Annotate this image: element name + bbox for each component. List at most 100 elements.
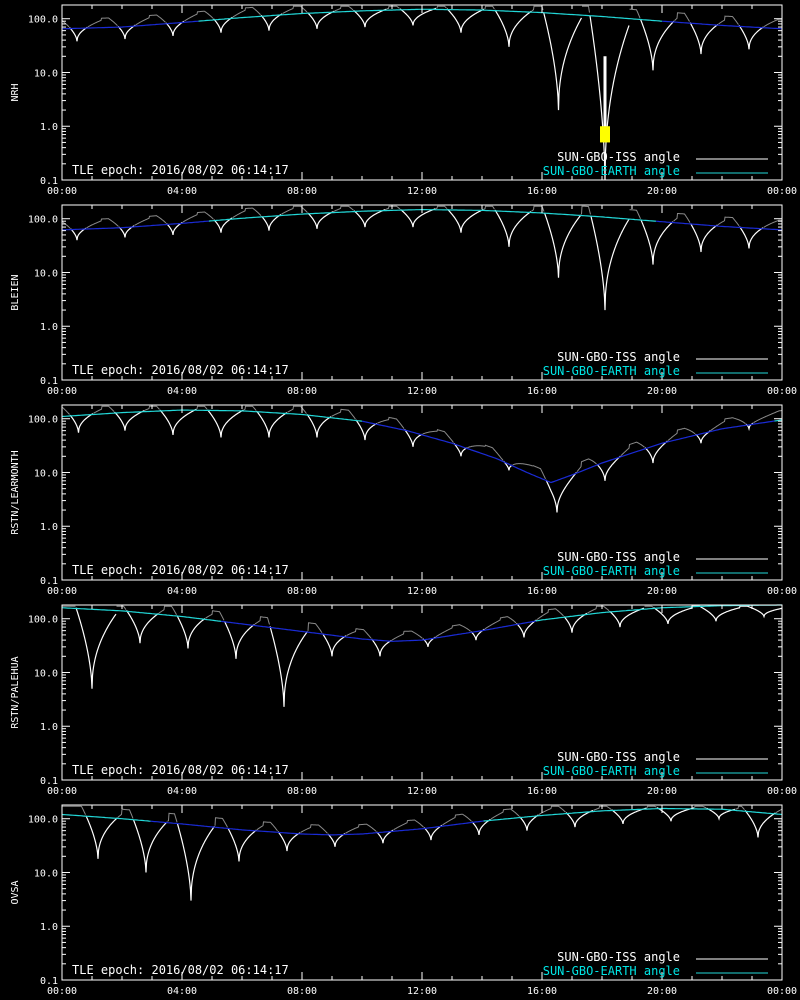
- x-tick-label: 00:00: [47, 386, 77, 397]
- earth-angle-line-low: [150, 820, 484, 836]
- y-tick-label: 100.0: [28, 415, 58, 426]
- x-tick-label: 04:00: [167, 186, 197, 197]
- panel-4: 0.1 1.0 10.0 100.0 00:00 04:00 08:00 12:00 16:00…: [10, 804, 797, 997]
- x-tick-label: 20:00: [647, 986, 677, 997]
- y-tick-label: 0.1: [40, 376, 58, 387]
- legend-iss-label: SUN-GBO-ISS angle: [557, 150, 680, 164]
- x-tick-label: 16:00: [527, 386, 557, 397]
- iss-angle-line-faded: [61, 205, 782, 229]
- iss-angle-line: [70, 208, 764, 311]
- earth-angle-line-high: [208, 209, 657, 222]
- legend-earth-label: SUN-GBO-EARTH angle: [543, 764, 680, 778]
- y-tick-label: 10.0: [34, 668, 58, 679]
- tle-epoch-label: TLE epoch: 2016/08/02 06:14:17: [72, 763, 289, 777]
- legend-earth-label: SUN-GBO-EARTH angle: [543, 564, 680, 578]
- tle-epoch-label: TLE epoch: 2016/08/02 06:14:17: [72, 963, 289, 977]
- y-tick-label: 100.0: [28, 615, 58, 626]
- earth-angle-line-low: [361, 420, 775, 484]
- legend-iss-label: SUN-GBO-ISS angle: [557, 350, 680, 364]
- legend-iss-label: SUN-GBO-ISS angle: [557, 550, 680, 564]
- y-tick-label: 100.0: [28, 15, 58, 26]
- panel-1: 0.1 1.0 10.0 100.0 00:00 04:00 08:00 12:00 16:00…: [10, 204, 797, 397]
- y-tick-label: 1.0: [40, 522, 58, 533]
- y-tick-label: 0.1: [40, 776, 58, 787]
- legend-iss-label: SUN-GBO-ISS angle: [557, 750, 680, 764]
- eclipse-marker: [600, 126, 610, 143]
- iss-angle-line-faded: [62, 605, 654, 641]
- x-tick-label: 20:00: [647, 386, 677, 397]
- x-tick-label: 12:00: [407, 586, 437, 597]
- panel-2: 0.1 1.0 10.0 100.0 00:00 04:00 08:00 12:00 16:00…: [10, 404, 797, 597]
- iss-angle-line-faded: [61, 405, 782, 480]
- x-tick-label: 00:00: [47, 186, 77, 197]
- x-tick-label: 08:00: [287, 186, 317, 197]
- x-tick-label: 08:00: [287, 386, 317, 397]
- x-tick-label: 04:00: [167, 586, 197, 597]
- x-tick-label: 12:00: [407, 386, 437, 397]
- panel-3: 0.1 1.0 10.0 100.0 00:00 04:00 08:00 12:00 16:00…: [10, 604, 797, 797]
- x-tick-label: 12:00: [407, 986, 437, 997]
- y-tick-label: 10.0: [34, 68, 58, 79]
- x-tick-label: 16:00: [527, 586, 557, 597]
- legend-earth-label: SUN-GBO-EARTH angle: [543, 964, 680, 978]
- tle-epoch-label: TLE epoch: 2016/08/02 06:14:17: [72, 163, 289, 177]
- x-tick-label: 04:00: [167, 786, 197, 797]
- tle-epoch-label: TLE epoch: 2016/08/02 06:14:17: [72, 363, 289, 377]
- x-tick-label: 08:00: [287, 986, 317, 997]
- x-tick-label: 00:00: [767, 386, 797, 397]
- x-tick-label: 16:00: [527, 186, 557, 197]
- y-tick-label: 1.0: [40, 722, 58, 733]
- station-label: BLEIEN: [10, 274, 21, 310]
- y-tick-label: 100.0: [28, 815, 58, 826]
- earth-angle-line-high: [61, 807, 783, 822]
- iss-angle-line: [69, 408, 754, 513]
- y-tick-label: 100.0: [28, 215, 58, 226]
- iss-angle-line: [75, 605, 783, 707]
- x-tick-label: 12:00: [407, 186, 437, 197]
- legend-iss-label: SUN-GBO-ISS angle: [557, 950, 680, 964]
- iss-angle-line: [85, 807, 776, 901]
- earth-angle-line-high: [198, 8, 663, 22]
- station-label: OVSA: [10, 880, 21, 904]
- x-tick-label: 00:00: [47, 586, 77, 597]
- panel-0: 0.1 1.0 10.0 100.0 00:00 04:00 08:00 12:00 16:00…: [10, 4, 797, 197]
- iss-angle-line-faded: [62, 805, 783, 834]
- y-tick-label: 0.1: [40, 176, 58, 187]
- x-tick-label: 20:00: [647, 786, 677, 797]
- earth-angle-line-high: [61, 409, 783, 422]
- x-tick-label: 00:00: [47, 986, 77, 997]
- x-tick-label: 04:00: [167, 986, 197, 997]
- tle-epoch-label: TLE epoch: 2016/08/02 06:14:17: [72, 563, 289, 577]
- y-tick-label: 0.1: [40, 576, 58, 587]
- x-tick-label: 08:00: [287, 786, 317, 797]
- y-tick-label: 1.0: [40, 922, 58, 933]
- x-tick-label: 00:00: [767, 186, 797, 197]
- station-label: NRH: [10, 83, 21, 101]
- station-label: RSTN/PALEHUA: [10, 656, 21, 728]
- y-tick-label: 0.1: [40, 976, 58, 987]
- y-tick-label: 10.0: [34, 468, 58, 479]
- y-tick-label: 10.0: [34, 268, 58, 279]
- iss-angle-line: [69, 7, 764, 181]
- y-tick-label: 1.0: [40, 122, 58, 133]
- x-tick-label: 20:00: [647, 186, 677, 197]
- x-tick-label: 00:00: [767, 986, 797, 997]
- x-tick-label: 20:00: [647, 586, 677, 597]
- earth-angle-line-low: [61, 20, 783, 30]
- station-label: RSTN/LEARMONTH: [10, 450, 21, 534]
- earth-angle-line-low: [220, 620, 537, 642]
- x-tick-label: 00:00: [767, 786, 797, 797]
- x-tick-label: 00:00: [47, 786, 77, 797]
- earth-angle-line-low: [61, 220, 783, 231]
- x-tick-label: 08:00: [287, 586, 317, 597]
- x-tick-label: 12:00: [407, 786, 437, 797]
- x-tick-label: 04:00: [167, 386, 197, 397]
- x-tick-label: 16:00: [527, 786, 557, 797]
- y-tick-label: 10.0: [34, 868, 58, 879]
- x-tick-label: 16:00: [527, 986, 557, 997]
- x-tick-label: 00:00: [767, 586, 797, 597]
- y-tick-label: 1.0: [40, 322, 58, 333]
- legend-earth-label: SUN-GBO-EARTH angle: [543, 364, 680, 378]
- legend-earth-label: SUN-GBO-EARTH angle: [543, 164, 680, 178]
